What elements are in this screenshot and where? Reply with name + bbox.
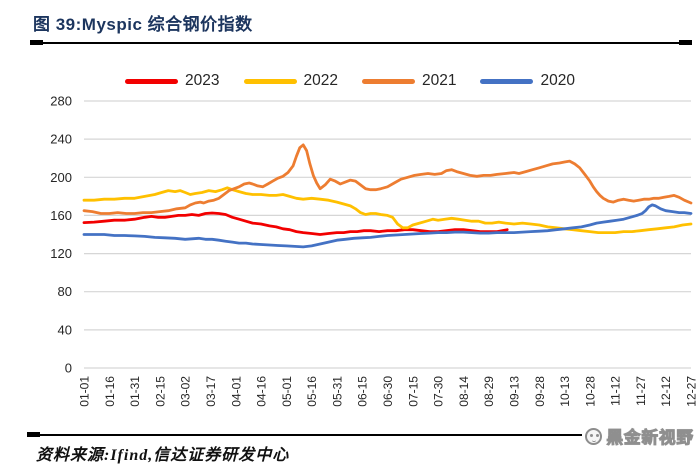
legend-label-2023: 2023 (185, 72, 220, 89)
x-tick-label-07-15: 07-15 (406, 376, 420, 407)
legend-item-2022: 2022 (243, 72, 338, 90)
watermark: 黑金新视野 (581, 424, 697, 448)
y-tick-label-240: 240 (50, 132, 72, 147)
x-tick-label-12-27: 12-27 (685, 376, 699, 407)
x-tick-label-05-01: 05-01 (280, 376, 294, 407)
legend-swatch-2023 (125, 78, 179, 84)
legend-swatch-2021 (362, 78, 415, 84)
x-tick-label-06-15: 06-15 (356, 376, 370, 407)
x-tick-label-03-02: 03-02 (179, 376, 193, 407)
legend-item-2023: 2023 (125, 72, 220, 90)
title-divider-rule (30, 40, 692, 45)
source-note: 资料来源:Ifind,信达证券研发中心 (36, 447, 290, 464)
legend-label-2021: 2021 (422, 72, 457, 89)
series-line-2021 (82, 143, 693, 215)
panda-logo-icon (584, 427, 602, 445)
x-tick-label-02-15: 02-15 (153, 376, 167, 407)
watermark-text: 黑金新视野 (606, 429, 694, 448)
x-tick-label-05-31: 05-31 (330, 376, 344, 407)
x-tick-label-05-16: 05-16 (305, 376, 319, 407)
x-tick-label-10-28: 10-28 (583, 376, 597, 407)
series-line-2023 (82, 211, 509, 236)
y-tick-label-80: 80 (58, 284, 72, 299)
y-tick-label-160: 160 (50, 208, 72, 223)
x-tick-label-08-29: 08-29 (482, 376, 496, 407)
y-tick-label-120: 120 (50, 246, 72, 261)
x-tick-label-04-01: 04-01 (229, 376, 243, 407)
x-tick-label-04-16: 04-16 (255, 376, 269, 407)
legend-swatch-2020 (480, 78, 534, 84)
y-tick-label-0: 0 (65, 361, 72, 376)
x-tick-label-11-27: 11-27 (634, 376, 648, 406)
legend-swatch-2022 (243, 78, 297, 84)
x-tick-label-01-01: 01-01 (78, 376, 92, 407)
legend-label-2020: 2020 (540, 72, 575, 89)
legend-label-2022: 2022 (303, 72, 338, 89)
x-tick-label-01-31: 01-31 (128, 376, 142, 407)
x-tick-label-12-12: 12-12 (659, 376, 673, 407)
x-tick-label-01-16: 01-16 (103, 376, 117, 407)
series-line-2022 (82, 186, 693, 235)
series-line-2020 (82, 203, 693, 249)
legend-item-2020: 2020 (480, 72, 575, 90)
y-tick-label-200: 200 (50, 170, 72, 185)
x-tick-label-08-14: 08-14 (457, 376, 471, 407)
x-tick-label-03-17: 03-17 (204, 376, 218, 407)
figure-title: 图 39:Myspic 综合钢价指数 (33, 15, 253, 34)
legend-item-2021: 2021 (362, 72, 456, 90)
steel-price-line-chart: 0 40 80 120 160 200 240 280 01-01 01-16 01-31 02-15… (50, 94, 699, 407)
x-tick-label-07-30: 07-30 (432, 376, 446, 407)
y-tick-label-280: 280 (50, 94, 72, 109)
x-tick-label-09-13: 09-13 (508, 376, 522, 407)
x-tick-label-06-30: 06-30 (381, 376, 395, 407)
y-tick-label-40: 40 (58, 322, 72, 337)
chart-legend: 2023 2022 2021 2020 (0, 72, 700, 90)
x-tick-label-11-12: 11-12 (609, 376, 623, 406)
x-tick-label-09-28: 09-28 (533, 376, 547, 407)
x-tick-label-10-13: 10-13 (558, 376, 572, 407)
